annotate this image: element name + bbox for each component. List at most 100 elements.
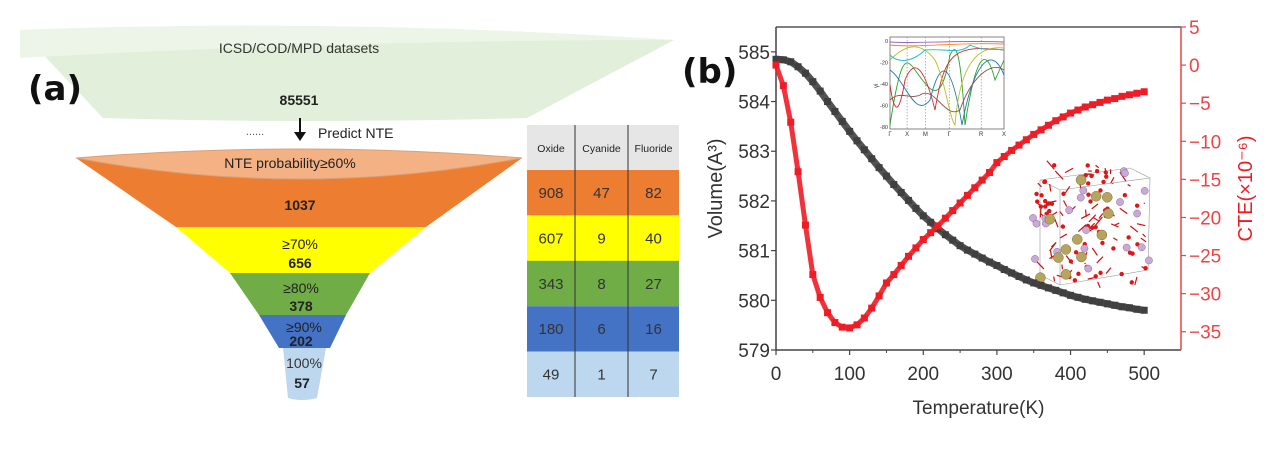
atom-gold [1091, 191, 1101, 201]
oxygen-atom [1088, 199, 1092, 203]
bond [1088, 278, 1095, 280]
oxygen-atom [1095, 169, 1099, 173]
atom-gold [1103, 209, 1113, 219]
atom-purple [1033, 220, 1040, 227]
data-point-right [1133, 90, 1140, 97]
data-point-right [1001, 153, 1008, 160]
oxygen-atom [1061, 192, 1065, 196]
data-point-left [912, 205, 919, 212]
data-point-left [817, 88, 824, 95]
oxygen-atom [1101, 180, 1105, 184]
data-point-right [1052, 117, 1059, 124]
data-point-right [1067, 110, 1074, 117]
atom-purple [1138, 244, 1145, 251]
data-point-right [912, 244, 919, 251]
data-point-right [935, 222, 942, 229]
oxygen-atom [1039, 193, 1043, 197]
bond [1065, 168, 1073, 172]
y-left-tick-label: 582 [738, 192, 770, 213]
atom-gold [1076, 252, 1086, 262]
oxygen-atom [1034, 192, 1038, 196]
level-3-count: 378 [289, 298, 313, 314]
data-point-left [876, 164, 883, 171]
data-point-right [846, 324, 853, 331]
bond [1113, 238, 1117, 241]
bond [1054, 276, 1055, 281]
data-point-left [868, 155, 875, 162]
data-point-left [1082, 296, 1089, 303]
data-point-right [802, 222, 809, 229]
table-cell: 82 [645, 185, 662, 202]
bond [1064, 200, 1067, 206]
atom-gold [1061, 244, 1071, 254]
bond [1092, 204, 1098, 209]
oxygen-atom [1119, 272, 1123, 276]
data-point-right [964, 192, 971, 199]
data-point-right [876, 292, 883, 299]
oxygen-atom [1135, 203, 1139, 207]
bond [1143, 234, 1146, 237]
table-cell: 16 [645, 321, 662, 338]
atom-gold [1076, 175, 1086, 185]
data-point-right [905, 253, 912, 260]
data-point-right [1074, 107, 1081, 114]
oxygen-atom [1104, 170, 1108, 174]
bond [1120, 208, 1127, 213]
data-point-left [986, 259, 993, 266]
data-point-right [1060, 113, 1067, 120]
atom-gold [1061, 269, 1071, 279]
atom-gold [1097, 230, 1107, 240]
y-right-tick-label: −25 [1189, 247, 1221, 268]
data-point-right [787, 119, 794, 126]
oxygen-atom [1052, 163, 1056, 167]
oxygen-atom [1039, 204, 1043, 208]
data-point-left [839, 118, 846, 125]
data-point-left [1060, 289, 1067, 296]
data-point-left [942, 231, 949, 238]
data-point-right [795, 168, 802, 175]
panel-b-label: (b) [682, 52, 737, 92]
data-point-right [839, 324, 846, 331]
predict-nte-label: Predict NTE [318, 125, 393, 141]
data-point-left [927, 219, 934, 226]
data-point-right [1097, 99, 1104, 106]
atom-purple [1121, 170, 1128, 177]
data-point-left [787, 58, 794, 65]
oxygen-atom [1073, 278, 1077, 282]
oxygen-atom [1046, 202, 1050, 206]
y-right-tick-label: −20 [1189, 208, 1221, 229]
data-point-right [1141, 88, 1148, 95]
level-3-threshold: ≥80% [283, 280, 319, 296]
data-point-left [809, 78, 816, 85]
bond [1141, 238, 1146, 242]
data-point-right [1104, 97, 1111, 104]
level-1-threshold: NTE probability≥60% [224, 155, 355, 171]
atom-purple [1141, 187, 1148, 194]
oxygen-atom [1076, 272, 1080, 276]
data-point-left [1001, 266, 1008, 273]
data-point-left [1067, 292, 1074, 299]
bond [1062, 265, 1063, 270]
data-point-left [802, 70, 809, 77]
atom-purple [1066, 207, 1073, 214]
oxygen-atom [1086, 181, 1090, 185]
oxygen-atom [1104, 175, 1108, 179]
atom-purple [1080, 187, 1087, 194]
inset-x-tick-label: R [979, 132, 984, 138]
table-cell: 607 [538, 230, 563, 247]
data-point-left [971, 251, 978, 258]
bond [1137, 224, 1145, 226]
x-tick-label: 400 [1055, 364, 1087, 385]
data-point-left [1074, 294, 1081, 301]
bond [1060, 234, 1067, 238]
data-point-right [979, 177, 986, 184]
level-2-count: 656 [288, 255, 312, 271]
bond [1106, 268, 1111, 274]
data-point-left [957, 242, 964, 249]
data-point-right [817, 294, 824, 301]
x-tick-label: 200 [907, 364, 939, 385]
y-right-axis-label: CTE(×10⁻⁶) [1235, 135, 1257, 241]
atom-purple [1077, 194, 1084, 201]
crystal-structure-inset [1029, 161, 1152, 288]
